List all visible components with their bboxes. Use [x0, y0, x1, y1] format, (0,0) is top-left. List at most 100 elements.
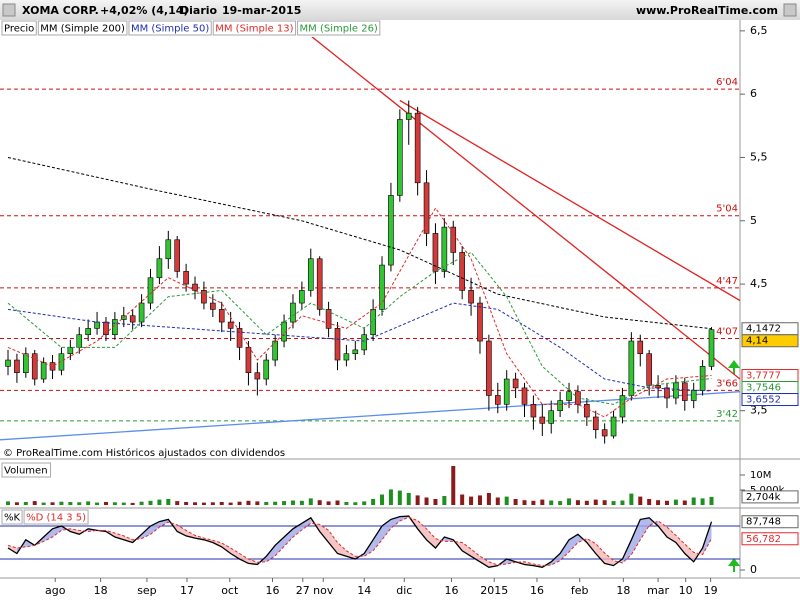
window-icon[interactable]: [783, 3, 797, 17]
candle-body: [690, 390, 697, 401]
volume-bar: [308, 498, 313, 505]
volume-bar: [290, 500, 295, 505]
candle-body: [566, 391, 572, 401]
x-tick-label: 18: [94, 584, 108, 597]
kd-fill: [604, 552, 614, 566]
y-tick-label: 5: [750, 214, 757, 227]
kd-fill: [479, 556, 489, 568]
x-tick-label: 17: [180, 584, 194, 597]
level-label: 4'07: [716, 327, 738, 338]
volume-bar: [201, 502, 206, 505]
candle-body: [459, 252, 465, 291]
volume-bar: [32, 501, 37, 505]
kd-fill: [292, 523, 302, 537]
candle-body: [584, 404, 590, 418]
y-tick-label: 4,5: [750, 277, 768, 290]
candle-body: [405, 112, 412, 120]
volume-bar: [567, 498, 572, 505]
menu-icon[interactable]: [2, 3, 16, 17]
x-tick-label: nov: [313, 584, 334, 597]
volume-bar: [397, 490, 402, 505]
kd-fill: [221, 543, 231, 554]
legend-entry: MM (Simple 26): [300, 24, 378, 35]
kd-fill: [631, 519, 641, 555]
y-tick-label: 6: [750, 87, 757, 100]
candle-body: [67, 347, 74, 355]
volume-bar: [602, 500, 607, 505]
moving-average: [7, 207, 712, 418]
volume-bar: [620, 500, 625, 505]
up-arrow: [728, 558, 740, 572]
candle-body: [272, 340, 278, 361]
volume-bar: [531, 500, 536, 505]
volume-bar: [371, 499, 376, 505]
kd-fill: [346, 550, 356, 559]
kd-fill: [141, 526, 151, 539]
kd-fill: [471, 549, 480, 562]
moving-average: [7, 251, 712, 405]
kd-fill: [177, 524, 187, 536]
kd-fill: [230, 548, 240, 559]
value-label: 2,704k: [746, 492, 781, 503]
volume-bar: [121, 502, 126, 505]
candle-body: [414, 112, 421, 184]
value-box: [741, 490, 799, 504]
kd-fill: [195, 535, 204, 540]
kd-fill: [462, 542, 472, 557]
legend-entry: %K: [4, 513, 21, 524]
volume-bar: [273, 501, 278, 505]
kd-fill: [239, 553, 249, 564]
candle-body: [637, 340, 644, 355]
volume-bar: [219, 502, 224, 505]
value-box: [741, 515, 799, 529]
candle-body: [628, 340, 635, 396]
volume-bar: [148, 500, 153, 505]
kd-fill: [284, 528, 293, 547]
legend-entry: MM (Simple 13): [215, 24, 293, 35]
candle-body: [245, 347, 252, 374]
volume-bar: [647, 499, 652, 505]
x-tick-label: 19: [704, 584, 718, 597]
volume-bar: [406, 493, 411, 505]
candle-body: [227, 321, 234, 329]
volume-bar: [237, 501, 242, 505]
date: 19-mar-2015: [222, 4, 301, 17]
volume-bar: [326, 501, 331, 505]
candle-body: [610, 416, 617, 437]
candle-body: [423, 182, 430, 234]
right-axis: [740, 20, 800, 578]
candle-body: [432, 233, 439, 272]
volume-bar: [77, 502, 82, 505]
value-label: 87,748: [746, 517, 781, 528]
value-label: 4,1472: [746, 324, 781, 335]
symbol: XOMA CORP.: [22, 4, 99, 17]
candle-body: [601, 429, 608, 437]
legend-entry: MM (Simple 50): [131, 24, 209, 35]
volume-bar: [700, 498, 705, 505]
candle-body: [397, 119, 403, 196]
candle-body: [664, 387, 670, 399]
change: +4,02% (4,14): [100, 4, 188, 17]
volume-bar: [175, 501, 180, 505]
value-label: 4,14: [746, 336, 768, 347]
volume-bar: [513, 499, 518, 505]
volume-bar: [691, 497, 696, 505]
volume-bar: [593, 499, 598, 505]
volume-bar: [184, 502, 189, 505]
volume-bar: [335, 500, 340, 505]
legend-box: [1, 509, 23, 525]
volume-bar: [362, 501, 367, 505]
y-tick-label: 3,5: [750, 404, 768, 417]
legend-box: [212, 20, 297, 36]
x-tick-label: 16: [444, 584, 458, 597]
value-box: [741, 393, 799, 407]
candle-body: [334, 328, 341, 361]
level-label: 6'04: [716, 77, 738, 88]
level-label: 5'04: [716, 204, 738, 215]
moving-average: [7, 157, 712, 330]
level-label: 3'66: [716, 378, 738, 389]
candle-body: [103, 321, 109, 336]
volume-bar: [210, 502, 215, 505]
value-box: [741, 334, 799, 348]
